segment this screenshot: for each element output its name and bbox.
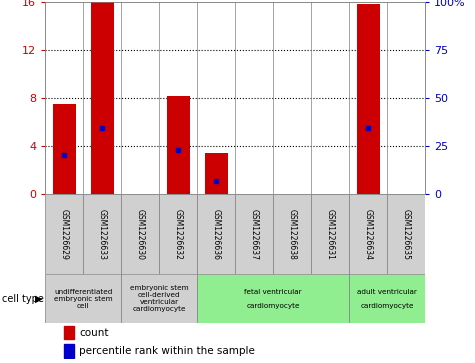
Bar <box>357 4 380 194</box>
Text: ▶: ▶ <box>35 294 42 303</box>
Bar <box>205 153 228 194</box>
Text: adult ventricular

cardiomyocyte: adult ventricular cardiomyocyte <box>357 289 417 309</box>
Bar <box>45 194 83 274</box>
Bar <box>167 95 190 194</box>
Text: GSM1226638: GSM1226638 <box>288 209 296 260</box>
Bar <box>197 194 235 274</box>
Bar <box>311 194 349 274</box>
Text: cell type: cell type <box>2 294 44 303</box>
Bar <box>45 274 121 323</box>
Bar <box>91 2 114 194</box>
Text: embryonic stem
cell-derived
ventricular
cardiomyocyte: embryonic stem cell-derived ventricular … <box>130 285 189 312</box>
Text: GSM1226632: GSM1226632 <box>174 209 182 260</box>
Bar <box>349 274 425 323</box>
Bar <box>235 194 273 274</box>
Text: percentile rank within the sample: percentile rank within the sample <box>79 346 255 356</box>
Text: GSM1226636: GSM1226636 <box>212 209 220 260</box>
Bar <box>83 194 121 274</box>
Bar <box>121 274 197 323</box>
Text: fetal ventricular

cardiomyocyte: fetal ventricular cardiomyocyte <box>244 289 302 309</box>
Text: GSM1226637: GSM1226637 <box>250 209 258 260</box>
Bar <box>197 274 349 323</box>
Bar <box>64 344 74 358</box>
Bar <box>349 194 387 274</box>
Text: GSM1226631: GSM1226631 <box>326 209 334 260</box>
Bar <box>121 194 159 274</box>
Text: undifferentiated
embryonic stem
cell: undifferentiated embryonic stem cell <box>54 289 113 309</box>
Text: count: count <box>79 328 109 338</box>
Bar <box>53 104 76 194</box>
Text: GSM1226629: GSM1226629 <box>60 209 68 260</box>
Bar <box>159 194 197 274</box>
Text: GSM1226630: GSM1226630 <box>136 209 144 260</box>
Bar <box>273 194 311 274</box>
Bar <box>387 194 425 274</box>
Text: GSM1226635: GSM1226635 <box>402 209 410 260</box>
Bar <box>64 326 74 339</box>
Text: GSM1226634: GSM1226634 <box>364 209 372 260</box>
Text: GSM1226633: GSM1226633 <box>98 209 106 260</box>
